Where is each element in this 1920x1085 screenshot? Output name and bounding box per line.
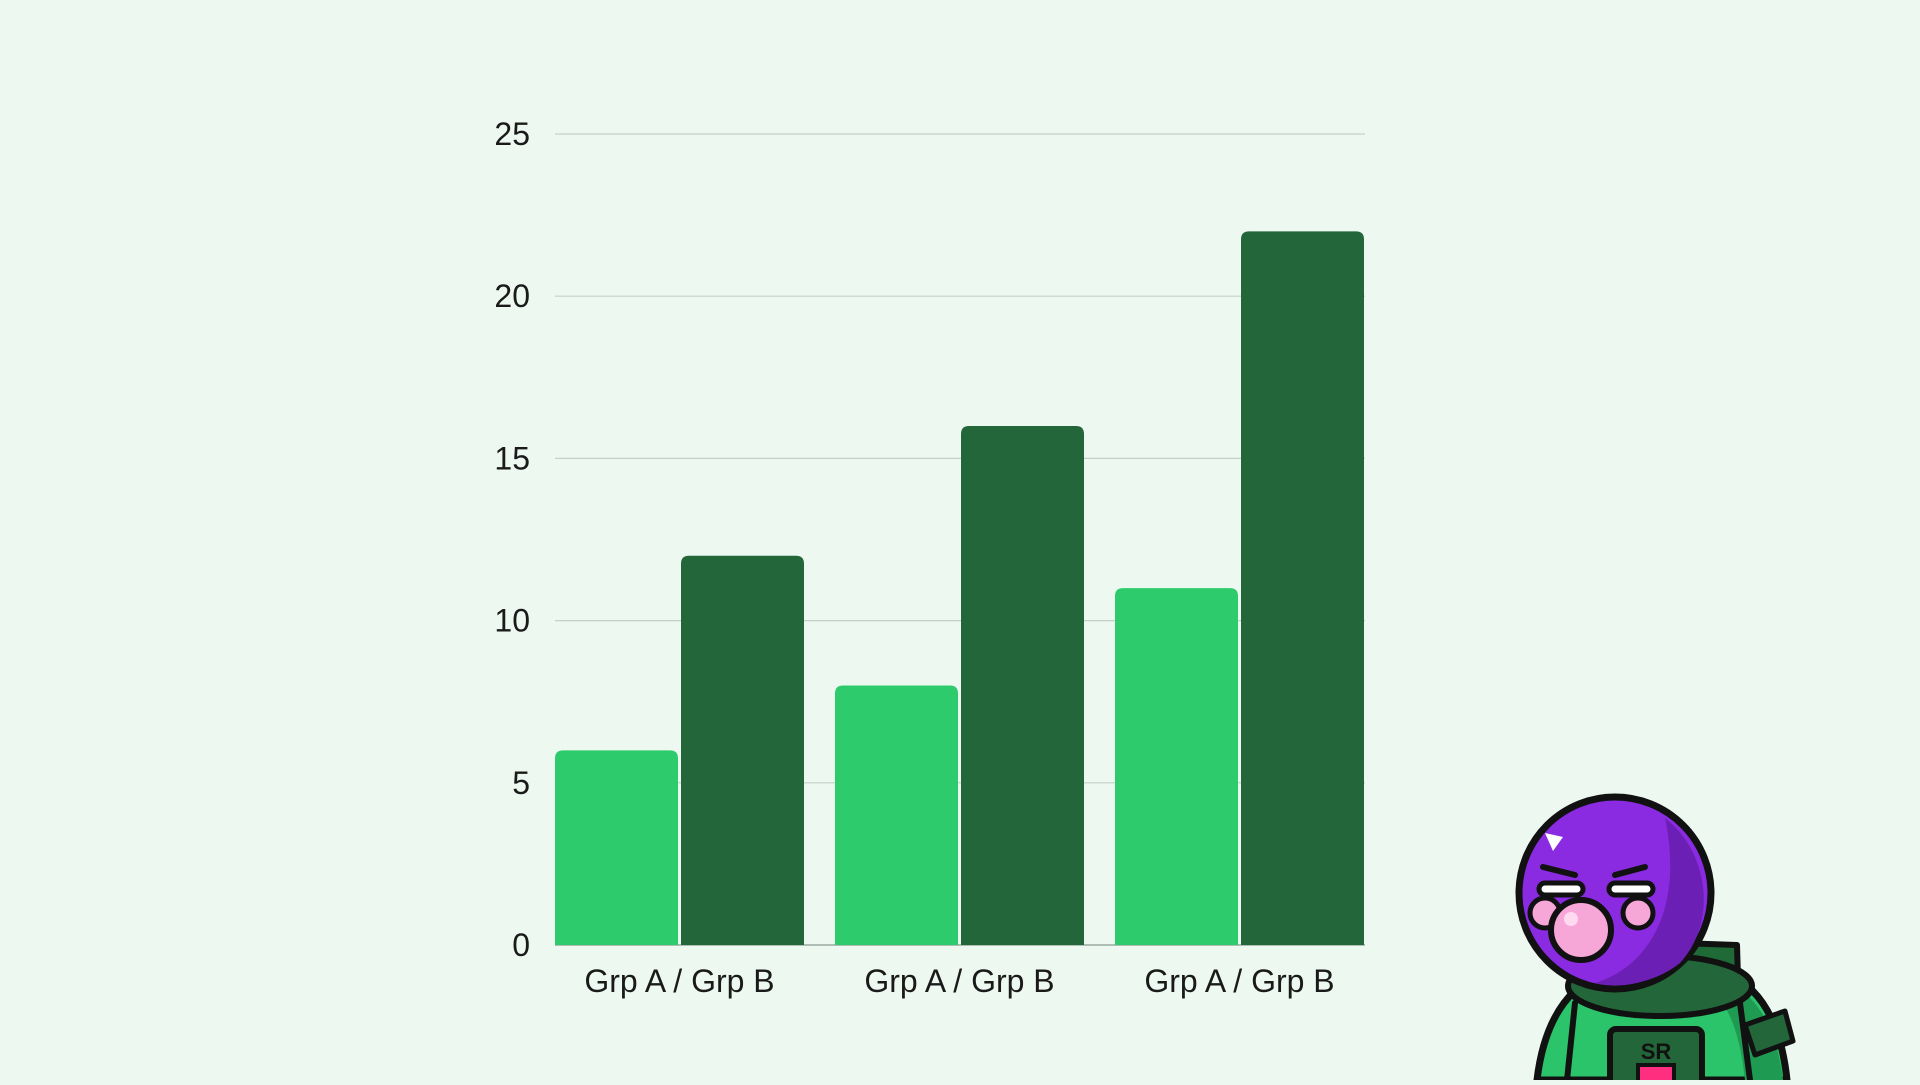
x-category-label: Grp A / Grp B <box>1144 963 1334 999</box>
bar-series1-cat2 <box>835 685 958 945</box>
mascot-bubblegum <box>1548 897 1614 963</box>
mascot-right-brow <box>1612 864 1648 878</box>
mascot-head-shine <box>1545 833 1563 851</box>
mascot-right-cheek <box>1620 895 1656 931</box>
x-category-label: Grp A / Grp B <box>584 963 774 999</box>
astronaut-mascot: SR <box>1515 793 1796 1085</box>
mascot-head-shade <box>1595 818 1704 986</box>
bar-series1-cat1 <box>555 750 678 945</box>
y-tick-label: 0 <box>512 927 530 963</box>
mascot-left-eye <box>1536 880 1586 898</box>
mascot-seam-right <box>1737 1000 1753 1083</box>
mascot-chest-light <box>1636 1063 1676 1085</box>
y-tick-label: 5 <box>512 765 530 801</box>
bars <box>555 231 1364 946</box>
bar-series1-cat3 <box>1115 588 1238 945</box>
bar-series2-cat2 <box>961 425 1084 946</box>
mascot-left-brow <box>1540 864 1578 878</box>
mascot-badge-text: SR <box>1641 1039 1672 1064</box>
y-tick-label: 20 <box>494 278 530 314</box>
x-category-label: Grp A / Grp B <box>864 963 1054 999</box>
x-axis-labels: Grp A / Grp B Grp A / Grp B Grp A / Grp B <box>584 963 1334 999</box>
mascot-chest-panel <box>1607 1026 1705 1085</box>
bar-series2-cat3 <box>1241 231 1364 945</box>
y-axis-ticks: 0 5 10 15 20 25 <box>494 116 530 963</box>
mascot-bubblegum-shine <box>1564 912 1578 926</box>
y-tick-label: 15 <box>494 440 530 476</box>
y-tick-label: 25 <box>494 116 530 152</box>
mascot-arm-patch <box>1742 1008 1796 1058</box>
mascot-seam-left <box>1564 1000 1578 1083</box>
mascot-right-eye <box>1606 880 1656 898</box>
y-tick-label: 10 <box>494 603 530 639</box>
bar-series2-cat1 <box>681 555 804 945</box>
